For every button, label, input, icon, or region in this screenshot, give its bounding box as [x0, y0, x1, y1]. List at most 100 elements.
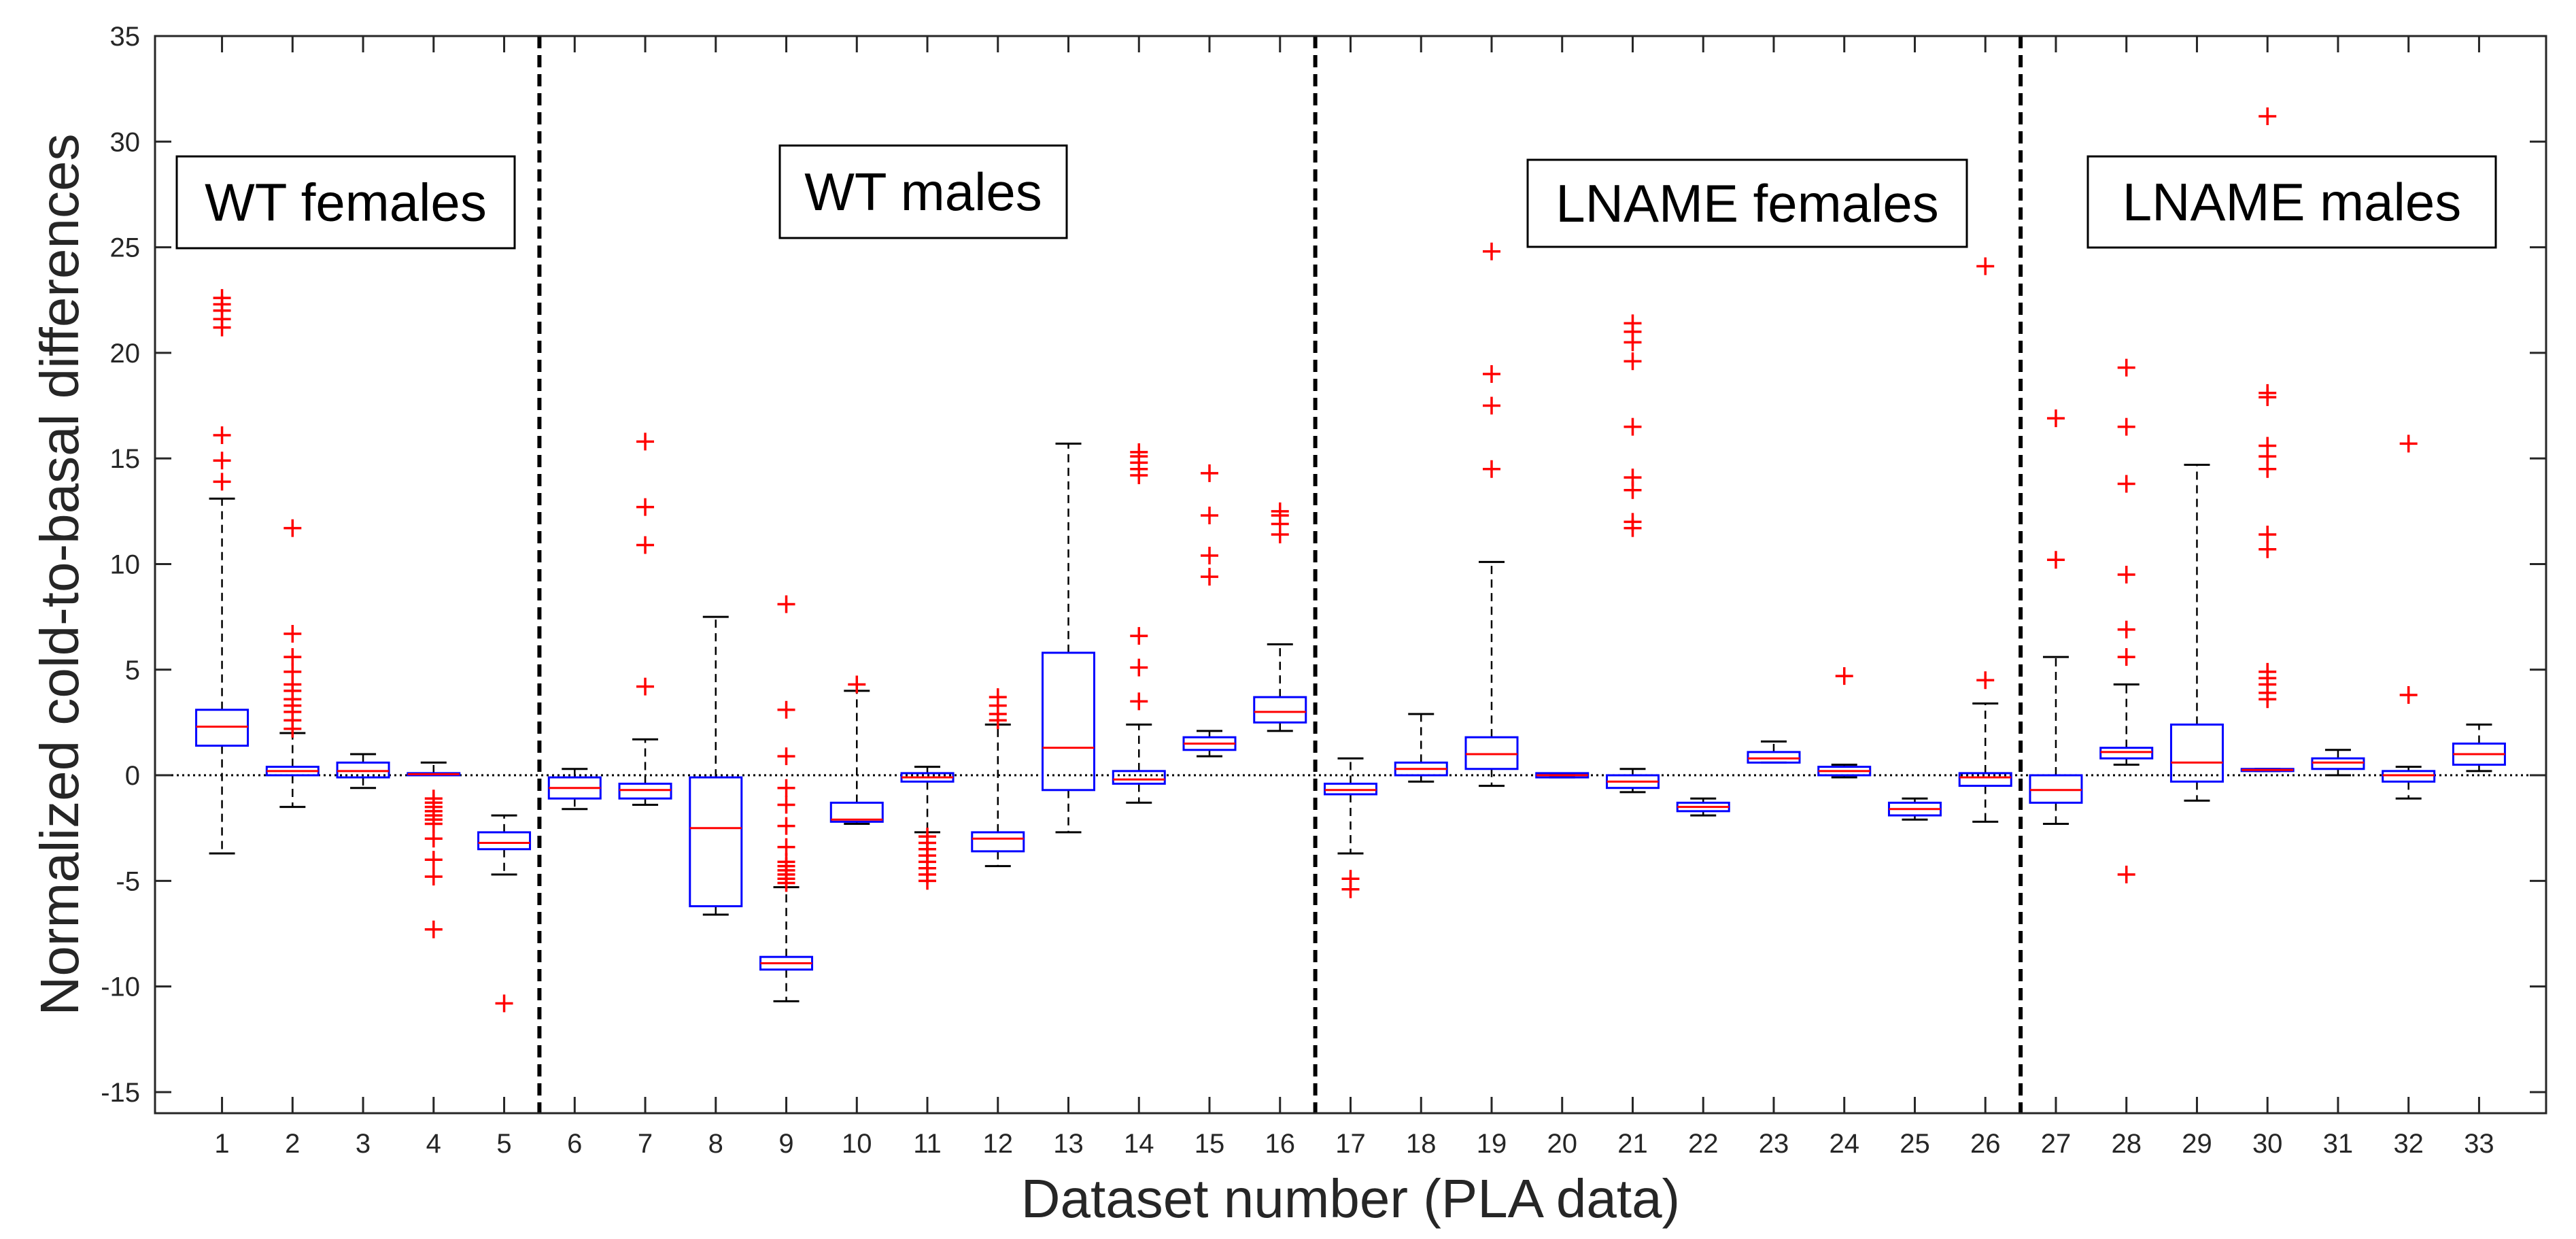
group-label-box	[175, 155, 516, 250]
outlier-point	[424, 920, 443, 938]
x-tick-label: 23	[1759, 1129, 1789, 1159]
box-group-30	[2240, 107, 2295, 773]
outlier-point	[1482, 364, 1500, 383]
y-tick-label: -15	[101, 1078, 140, 1108]
box-group-9	[759, 595, 814, 1002]
box-group-31	[2311, 749, 2365, 777]
box-iqr	[829, 801, 884, 823]
box-iqr	[1747, 751, 1801, 764]
y-tick-label: 0	[125, 761, 140, 791]
outlier-point	[2399, 435, 2418, 453]
box-iqr	[195, 709, 250, 747]
x-tick-label: 20	[1547, 1129, 1577, 1159]
group-label-box	[1526, 158, 1968, 248]
outlier-point	[777, 838, 795, 856]
y-tick-label: 20	[110, 339, 141, 369]
group-labels: WT females WT males LNAME females LNAME mal…	[175, 144, 2497, 250]
outlier-point	[2117, 358, 2135, 377]
y-axis: -15 -10 -5 0 5 10 15 20 25 30 35	[101, 22, 2546, 1108]
y-tick-label: 35	[110, 22, 141, 52]
x-axis: 1 2 3 4 5 6 7 8 9 10 11 12 13 14 15 16 17 18 19 20 21 22 23 24 2…	[214, 36, 2494, 1159]
y-tick-label: -10	[101, 972, 140, 1002]
outlier-point	[1201, 507, 1219, 525]
x-tick-label: 13	[1053, 1129, 1084, 1159]
x-tick-label: 31	[2323, 1129, 2354, 1159]
group-label-text: WT females	[205, 173, 487, 233]
outlier-point	[777, 747, 795, 766]
y-tick-label: -5	[116, 866, 140, 896]
box-group-17	[1324, 757, 1377, 898]
box-group-6	[547, 768, 602, 811]
x-tick-label: 7	[638, 1129, 653, 1159]
group-label-text: LNAME females	[1556, 173, 1939, 233]
group-label-text: LNAME males	[2123, 172, 2461, 232]
outlier-point	[1624, 513, 1642, 531]
box-group-13	[1042, 442, 1096, 834]
y-tick-label: 15	[110, 444, 141, 474]
outlier-point	[777, 595, 795, 613]
outlier-point	[1624, 469, 1642, 487]
box-group-4	[407, 761, 461, 938]
outlier-point	[1201, 547, 1219, 565]
x-tick-label: 27	[2041, 1129, 2072, 1159]
box-iqr	[2029, 774, 2083, 804]
x-tick-label: 5	[496, 1129, 511, 1159]
box-iqr	[1112, 770, 1166, 785]
x-tick-label: 11	[913, 1129, 942, 1159]
box-iqr	[1042, 651, 1096, 792]
x-tick-label: 10	[842, 1129, 872, 1159]
group-label-box	[2086, 155, 2497, 249]
outlier-point	[1201, 464, 1219, 482]
box-group-25	[1887, 797, 1942, 821]
y-tick-label: 30	[110, 127, 141, 157]
outlier-point	[1482, 460, 1500, 478]
box-iqr	[1253, 696, 1307, 724]
box-group-22	[1676, 797, 1730, 817]
outlier-point	[2259, 384, 2277, 402]
outlier-point	[2046, 551, 2065, 569]
group-label-text: WT males	[804, 162, 1042, 222]
x-tick-label: 8	[708, 1129, 723, 1159]
box-group-2	[265, 519, 320, 809]
x-tick-label: 25	[1900, 1129, 1930, 1159]
y-axis-title: Normalized cold-to-basal differences	[29, 134, 90, 1016]
outlier-point	[2259, 525, 2277, 543]
outlier-point	[777, 796, 795, 814]
outlier-point	[2046, 409, 2065, 428]
x-tick-label: 29	[2182, 1129, 2212, 1159]
x-tick-label: 22	[1688, 1129, 1719, 1159]
outlier-point	[1482, 242, 1500, 260]
outlier-point	[1130, 443, 1148, 461]
x-tick-label: 6	[567, 1129, 582, 1159]
outlier-point	[636, 677, 655, 696]
x-tick-label: 16	[1265, 1129, 1296, 1159]
box-group-3	[336, 753, 390, 790]
box-iqr	[2382, 770, 2436, 783]
group-label-1: WT females	[175, 155, 516, 250]
x-axis-title: Dataset number (PLA data)	[1021, 1168, 1680, 1229]
outlier-point	[1624, 314, 1642, 333]
outlier-point	[495, 994, 513, 1013]
x-tick-label: 32	[2393, 1129, 2424, 1159]
outlier-point	[918, 872, 937, 890]
outlier-point	[1835, 667, 1853, 685]
box-group-26	[1958, 257, 2012, 823]
box-group-21	[1605, 314, 1660, 794]
y-tick-label: 5	[125, 656, 140, 685]
box-iqr	[2169, 724, 2224, 783]
x-tick-label: 21	[1617, 1129, 1648, 1159]
outlier-point	[2399, 686, 2418, 705]
outlier-point	[1624, 418, 1642, 436]
box-group-19	[1464, 242, 1519, 787]
outlier-point	[284, 624, 302, 643]
x-tick-label: 3	[356, 1129, 371, 1159]
x-tick-label: 12	[983, 1129, 1014, 1159]
y-tick-label: 25	[110, 233, 141, 263]
outlier-point	[636, 432, 655, 451]
outlier-point	[989, 688, 1007, 707]
outlier-point	[284, 519, 302, 537]
boxes	[195, 107, 2506, 1013]
box-group-14	[1112, 443, 1166, 804]
box-iqr	[1464, 736, 1519, 770]
box-group-11	[900, 766, 955, 890]
